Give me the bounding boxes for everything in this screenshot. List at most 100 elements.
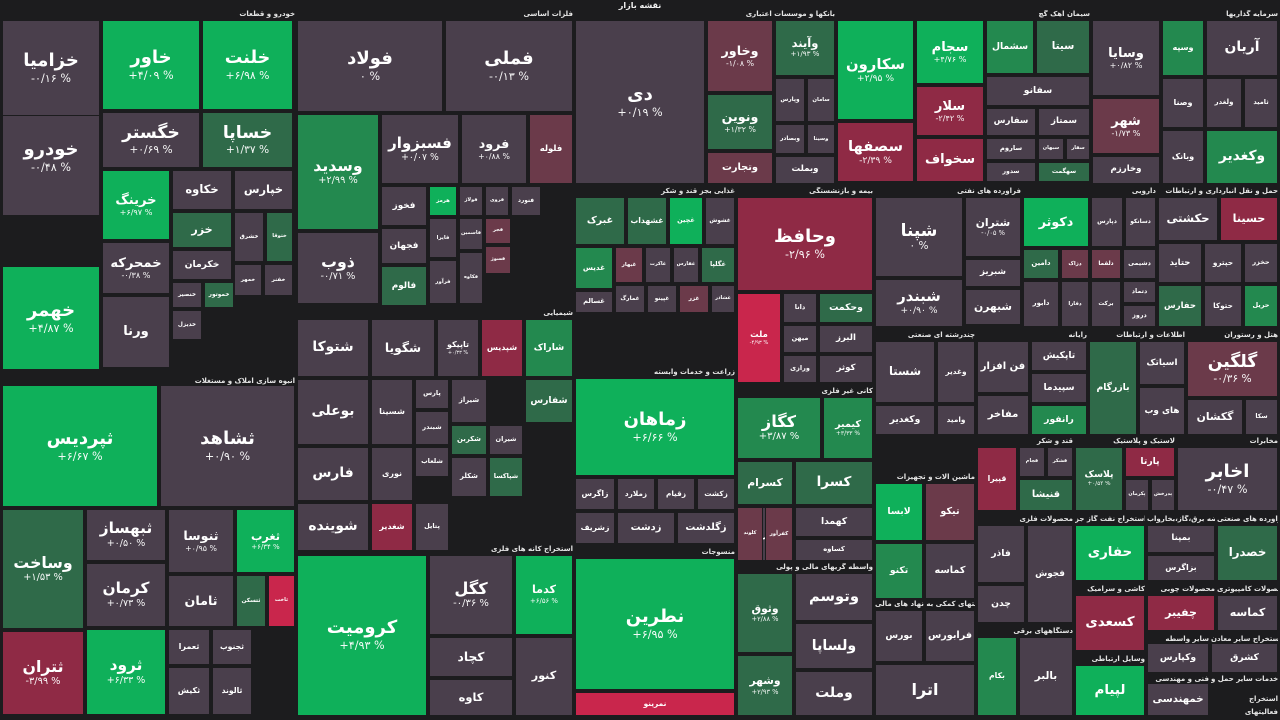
stock-tile[interactable]: گکشان [1187,399,1243,435]
stock-tile[interactable]: شبندر [415,411,449,445]
stock-tile[interactable]: شپنا ۰ % [875,197,963,277]
stock-tile[interactable]: زکشت [697,478,735,510]
stock-tile[interactable]: تاپکیش [1031,341,1087,371]
stock-tile[interactable]: وبملت [775,156,835,184]
stock-tile[interactable]: کشرق [1211,643,1278,673]
stock-tile[interactable]: کگاز +۳/۸۷ % [737,397,821,459]
stock-tile[interactable]: فلوله [529,114,573,184]
stock-tile[interactable]: وکغدیر [875,405,935,435]
stock-tile[interactable]: خزامیا -۰/۱۶ % [2,20,100,116]
stock-tile[interactable]: شلعاب [415,447,449,477]
stock-tile[interactable]: ذوب -۰/۷۱ % [297,232,379,304]
stock-tile[interactable]: کاوه [429,679,513,716]
stock-tile[interactable]: قشکر [1047,447,1073,477]
stock-tile[interactable]: نوری [371,447,413,501]
stock-tile[interactable]: شیراز [451,379,487,423]
stock-tile[interactable]: شغدیر [371,503,413,551]
stock-tile[interactable]: سهگمت [1038,162,1090,182]
stock-tile[interactable]: بکام [977,637,1017,716]
stock-tile[interactable]: کرمان +۰/۷۳ % [86,563,166,627]
stock-tile[interactable]: شبریز [965,259,1021,287]
stock-tile[interactable]: شیران [489,425,523,455]
stock-tile[interactable]: بورس [875,610,923,662]
stock-tile[interactable]: کفرآور [765,507,793,561]
stock-tile[interactable]: ولساپا [795,623,873,669]
stock-tile[interactable]: غشوش [705,197,735,245]
stock-tile[interactable]: قپیرا [977,447,1017,511]
stock-tile[interactable]: غزر [679,285,709,313]
stock-tile[interactable]: کسرام [737,461,793,505]
stock-tile[interactable]: پدرخش [1151,479,1175,511]
stock-tile[interactable]: کگل -۰/۳۶ % [429,555,513,635]
stock-tile[interactable]: فرآور [429,260,457,304]
stock-tile[interactable]: فارس [297,447,369,501]
stock-tile[interactable]: ثنوسا +۰/۹۵ % [168,509,234,573]
stock-tile[interactable]: فملی -۰/۱۳ % [445,20,573,112]
stock-tile[interactable]: کسعدی [1075,595,1145,651]
stock-tile[interactable]: کساوه [795,539,873,561]
stock-tile[interactable]: غفارس [673,247,699,283]
stock-tile[interactable]: سکا [1245,399,1278,435]
stock-tile[interactable]: غچین [669,197,703,245]
stock-tile[interactable]: شکربن [451,425,487,455]
stock-tile[interactable]: دامین [1023,249,1059,279]
stock-tile[interactable]: فرود +۰/۸۸ % [461,114,527,184]
stock-tile[interactable]: تاپیکو +۰/۳۳ % [437,319,479,377]
stock-tile[interactable]: اسیاتک [1139,341,1185,385]
stock-tile[interactable]: ثالوند [212,667,252,715]
stock-tile[interactable]: قنیشا [1019,479,1073,511]
stock-tile[interactable]: زدشت [617,512,675,544]
stock-tile[interactable]: کوثر [819,355,873,383]
stock-tile[interactable]: ثبهساز +۰/۵۰ % [86,509,166,561]
stock-tile[interactable]: رانفور [1031,405,1087,435]
stock-tile[interactable]: بوعلی [297,379,369,445]
stock-tile[interactable]: فاذر [977,525,1025,583]
stock-tile[interactable]: شپاکسا [489,457,523,497]
stock-tile[interactable]: سلار -۲/۴۲ % [916,86,984,136]
stock-tile[interactable]: زشریف [575,512,615,544]
stock-tile[interactable]: ثجنوب [212,629,252,665]
stock-tile[interactable]: خموتور [204,282,234,308]
stock-tile[interactable]: وآیند +۱/۹۳ % [775,20,835,76]
stock-tile[interactable]: پتایل [415,503,449,551]
stock-tile[interactable]: البرز [819,325,873,353]
stock-tile[interactable]: میهن [783,325,817,353]
stock-tile[interactable]: خمهندسی [1147,683,1209,716]
stock-tile[interactable]: کماسه [1217,595,1278,631]
stock-tile[interactable]: غبهار [615,247,643,283]
stock-tile[interactable]: شتران -۰/۰۵ % [965,197,1021,257]
stock-tile[interactable]: وساخت +۱/۵۳ % [2,509,84,629]
stock-tile[interactable]: سفارس [986,108,1036,136]
stock-tile[interactable]: زگلدشت [677,512,735,544]
stock-tile[interactable]: سفانو [986,76,1090,106]
stock-tile[interactable]: دفارا [1061,281,1089,327]
stock-tile[interactable]: خساپا +۱/۳۷ % [202,112,293,168]
stock-tile[interactable]: خصدرا [1217,525,1278,581]
stock-tile[interactable]: مفاخر [977,395,1029,435]
stock-tile[interactable]: سخواف [916,138,984,182]
stock-tile[interactable]: وکغدیر [1206,130,1278,184]
stock-tile[interactable]: شتوکا [297,319,369,377]
stock-tile[interactable]: فجر [485,218,511,244]
stock-tile[interactable]: زقیام [657,478,695,510]
stock-tile[interactable]: ثامان [168,575,234,627]
stock-tile[interactable]: زملارد [617,478,655,510]
stock-tile[interactable]: حفاری [1075,525,1145,581]
stock-tile[interactable]: پکرمان [1125,479,1149,511]
stock-tile[interactable]: دروز [1123,305,1156,327]
stock-tile[interactable]: حتوکا [1204,285,1242,327]
stock-tile[interactable]: وخاور -۱/۰۸ % [707,20,773,92]
stock-tile[interactable]: شوینده [297,503,369,551]
stock-tile[interactable]: ثامید [1244,78,1278,128]
stock-tile[interactable]: غپینو [647,285,677,313]
stock-tile[interactable]: وخارزم [1092,156,1160,184]
stock-tile[interactable]: سمتاز [1038,108,1090,136]
stock-tile[interactable]: فنورد [511,186,541,216]
stock-tile[interactable]: شستا [875,341,935,403]
stock-tile[interactable]: وکپارس [1147,643,1209,673]
stock-tile[interactable]: هرمز [429,186,457,216]
stock-tile[interactable]: سیتا [1036,20,1090,74]
stock-tile[interactable]: لپیام [1075,665,1145,716]
stock-tile[interactable]: آریان [1206,20,1278,76]
stock-tile[interactable]: حپترو [1204,243,1242,283]
